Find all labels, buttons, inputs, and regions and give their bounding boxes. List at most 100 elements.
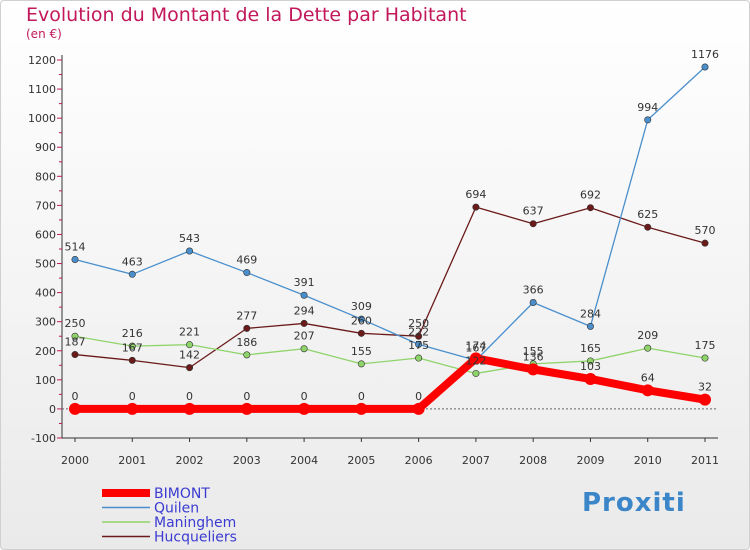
data-label: 543	[179, 232, 200, 245]
data-label: 0	[243, 390, 250, 403]
y-tick-label: 200	[35, 345, 56, 358]
data-point	[701, 63, 709, 71]
data-label: 216	[122, 327, 143, 340]
data-point	[69, 402, 81, 415]
y-tick-label: 100	[35, 374, 56, 387]
data-label: 142	[179, 349, 200, 362]
data-label: 637	[523, 205, 544, 218]
data-label: 174	[465, 339, 486, 352]
series-line-hucqueliers	[74, 206, 706, 369]
data-label: 167	[122, 341, 143, 354]
data-point	[644, 116, 652, 124]
series-line-bimont	[75, 354, 706, 413]
data-point	[415, 332, 423, 340]
data-label: 0	[415, 390, 422, 403]
legend-label: Hucqueliers	[154, 530, 237, 546]
y-tick-label: 400	[35, 287, 56, 300]
data-label: 0	[186, 390, 193, 403]
data-point	[71, 332, 79, 340]
series-lines	[69, 63, 711, 415]
data-label: 250	[65, 317, 86, 330]
data-point	[71, 351, 79, 359]
data-point	[300, 345, 308, 353]
x-tick-label: 2007	[462, 454, 490, 467]
data-label: 514	[65, 240, 86, 253]
data-label: 309	[351, 300, 372, 313]
y-tick-label: 1000	[28, 112, 56, 125]
data-point	[300, 319, 308, 327]
x-tick-label: 2003	[233, 454, 261, 467]
data-point	[586, 357, 594, 365]
y-tick-label: -100	[31, 432, 56, 445]
data-point	[472, 203, 480, 211]
data-point	[699, 393, 711, 406]
data-point	[529, 220, 537, 228]
y-tick-label: 1200	[28, 54, 56, 67]
data-point	[584, 372, 597, 385]
data-point	[644, 223, 652, 231]
data-label: 155	[523, 345, 544, 358]
data-label: 391	[294, 276, 315, 289]
x-tick-label: 2000	[61, 454, 89, 467]
proxiti-logo: Proxiti	[582, 488, 686, 518]
data-label: 222	[408, 325, 429, 338]
legend-label: Maninghem	[154, 515, 236, 531]
data-point	[128, 356, 136, 364]
y-tick-label: 900	[35, 141, 56, 154]
data-point	[644, 344, 652, 352]
y-tick-label: 1100	[28, 83, 56, 96]
data-point	[415, 340, 423, 348]
data-point	[469, 352, 482, 365]
data-label: 284	[580, 307, 601, 320]
data-label: 260	[351, 314, 372, 327]
data-point	[355, 402, 368, 415]
data-point	[586, 204, 594, 212]
series-line-maninghem	[74, 335, 706, 375]
data-label: 103	[580, 360, 601, 373]
data-point	[412, 402, 425, 415]
data-point	[243, 269, 251, 277]
data-point	[357, 360, 365, 368]
data-point	[415, 354, 423, 362]
data-point	[298, 402, 311, 415]
data-point	[128, 270, 136, 278]
data-label: 0	[72, 390, 79, 403]
x-tick-label: 2009	[576, 454, 604, 467]
data-point	[701, 354, 709, 362]
data-point	[71, 255, 79, 263]
data-point	[240, 402, 253, 415]
data-point	[128, 342, 136, 350]
data-label: 209	[637, 329, 658, 342]
data-point	[186, 247, 194, 255]
chart-subtitle: (en €)	[26, 27, 62, 41]
x-tick-label: 2005	[347, 454, 375, 467]
data-point	[357, 315, 365, 323]
x-tick-label: 2006	[405, 454, 433, 467]
data-point	[243, 351, 251, 359]
x-tick-label: 2002	[176, 454, 204, 467]
data-label: 32	[698, 381, 712, 394]
data-point	[183, 402, 196, 415]
legend-label: Quilen	[154, 501, 199, 517]
data-label: 366	[523, 284, 544, 297]
data-label: 692	[580, 189, 601, 202]
data-label: 64	[641, 371, 655, 384]
data-label: 277	[236, 309, 257, 322]
legend-label: BIMONT	[154, 486, 210, 502]
data-label: 0	[358, 390, 365, 403]
data-label: 175	[695, 339, 716, 352]
data-label: 207	[294, 330, 315, 343]
data-point	[126, 402, 139, 415]
y-tick-label: 700	[35, 199, 56, 212]
data-label: 187	[65, 336, 86, 349]
data-point	[357, 329, 365, 337]
x-tick-label: 2001	[118, 454, 146, 467]
data-point	[300, 291, 308, 299]
y-tick-label: 800	[35, 170, 56, 183]
data-label: 0	[129, 390, 136, 403]
data-label: 469	[236, 254, 257, 267]
data-label: 221	[179, 326, 200, 339]
